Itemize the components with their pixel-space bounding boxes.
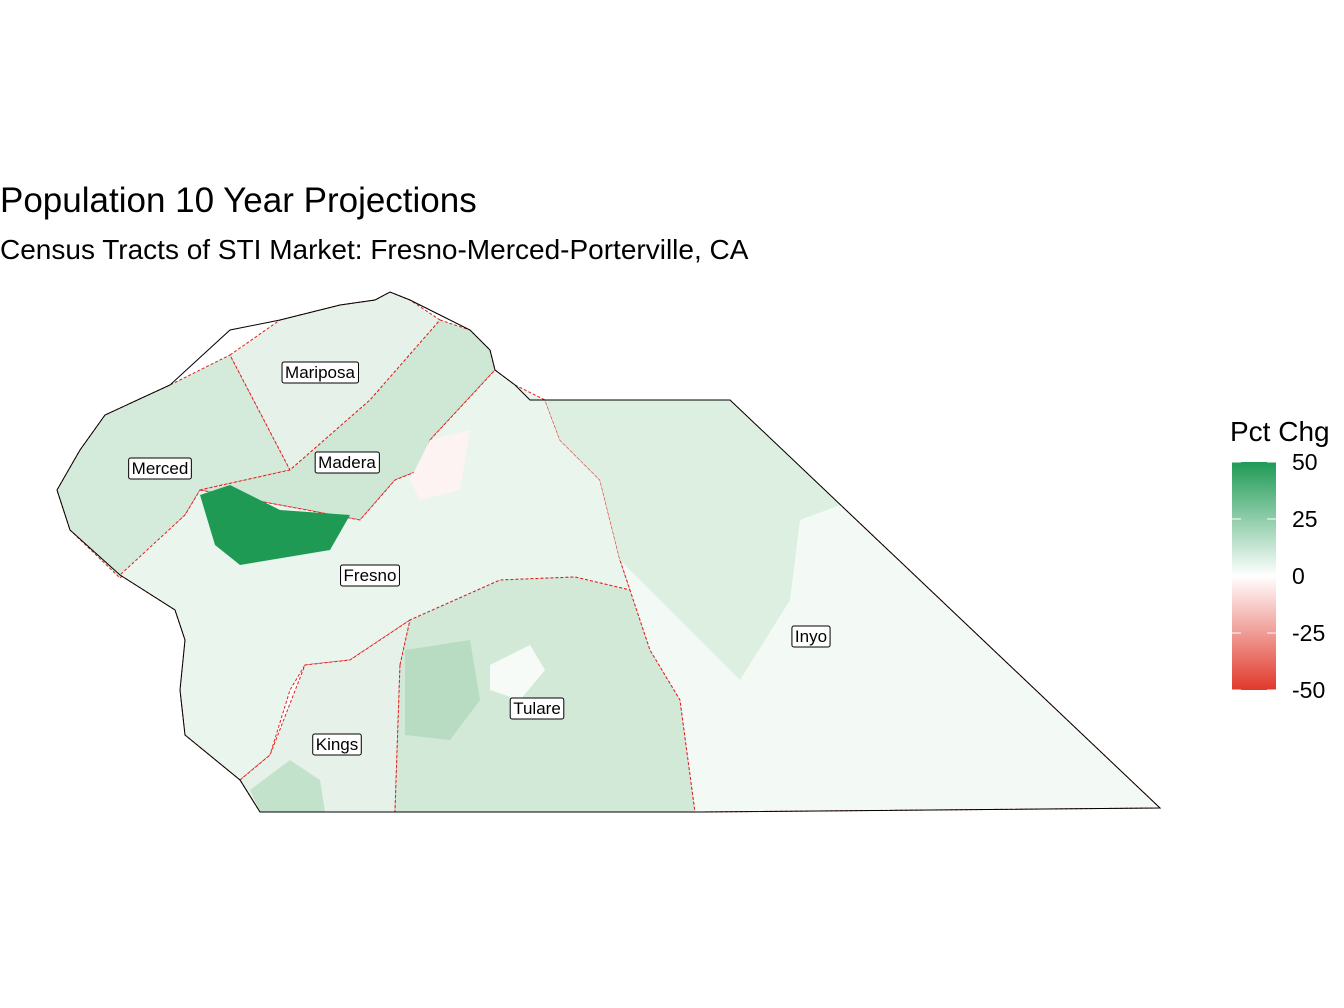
legend-tick-label: -50 [1292,677,1325,703]
tract-flat [490,645,545,700]
county-label-box [281,361,360,384]
county-label: Kings [316,735,359,754]
county-label-box [312,733,362,756]
county-label: Inyo [795,627,827,646]
tract-growth [545,400,840,680]
county-label: Tulare [513,699,561,718]
county-label-box [128,457,192,480]
subtitle: Census Tracts of STI Market: Fresno-Merc… [0,234,749,265]
legend: Pct Chg 50 25 0 -25 -50 [1230,416,1330,703]
county-label-box [509,697,565,720]
county-label: Madera [318,453,376,472]
legend-tick-label: 50 [1292,449,1318,475]
map [56,291,1162,813]
county-label-box [340,564,400,587]
tract-high-growth [200,485,350,565]
market-outline [56,291,1162,813]
tract-growth [250,760,325,812]
county-label: Mariposa [285,363,355,382]
county-label: Merced [132,459,189,478]
county-label: Fresno [344,566,397,585]
tract-growth [405,640,480,740]
legend-tick-label: 0 [1292,563,1305,589]
title: Population 10 Year Projections [0,181,477,220]
legend-tick-label: 25 [1292,506,1318,532]
legend-tick-label: -25 [1292,620,1325,646]
tract-decline [410,430,470,500]
legend-title: Pct Chg [1230,416,1330,447]
county-labels: Mariposa Merced Madera Fresno Inyo Tulare King… [128,361,831,756]
county-label-box [314,451,380,474]
county-label-box [791,625,831,648]
